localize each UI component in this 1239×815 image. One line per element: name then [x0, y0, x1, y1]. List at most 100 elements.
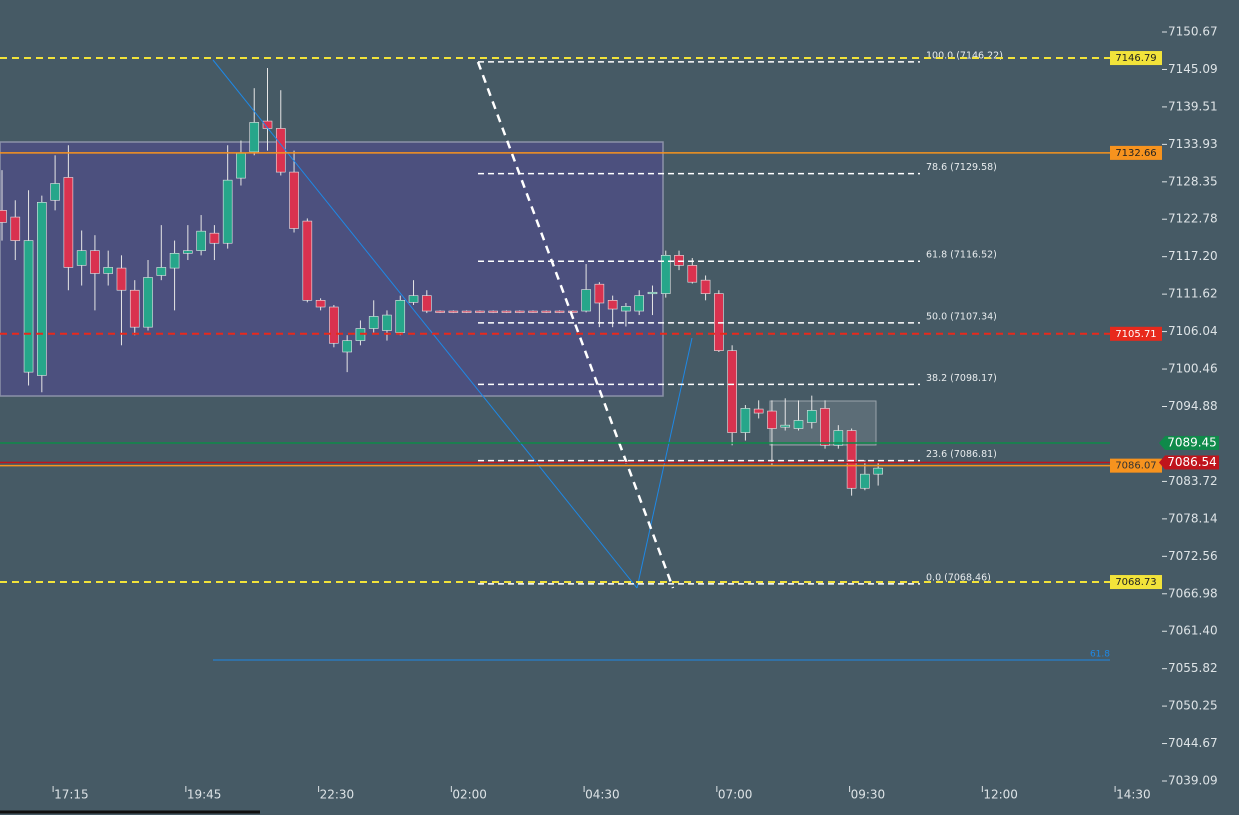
price-tag-label: 7089.45: [1167, 435, 1217, 449]
price-tag: [1110, 326, 1162, 341]
candle-body: [860, 473, 870, 489]
trend-line: [212, 59, 638, 589]
candle-body: [10, 216, 21, 241]
y-tick-label: 7128.35: [1168, 174, 1218, 188]
y-tick-label: 7145.09: [1168, 62, 1218, 76]
candle-body: [820, 408, 830, 446]
price-tag: [1110, 575, 1162, 590]
candle-body: [196, 230, 206, 251]
candle-body: [76, 250, 87, 266]
candle-body: [793, 420, 804, 429]
candle-body: [222, 179, 233, 244]
price-tag-label: 7086.54: [1167, 455, 1217, 469]
candle-body: [315, 300, 326, 308]
candle-body: [395, 300, 406, 333]
x-tick-label: 07:00: [718, 788, 753, 802]
candle-body: [581, 289, 591, 312]
fib-label: 0.0 (7068.46): [926, 572, 991, 583]
price-tag-label: 7068.73: [1115, 577, 1156, 588]
y-tick-label: 7061.40: [1168, 624, 1218, 638]
annotation: 61.8: [1090, 650, 1110, 660]
candle-body: [634, 295, 645, 312]
y-tick-label: 7133.93: [1168, 137, 1218, 151]
candle-body: [607, 300, 618, 310]
candle-body: [687, 265, 698, 283]
candle-body: [594, 283, 605, 304]
fib-label: 100.0 (7146.22): [926, 50, 1003, 61]
price-tag-label: 7105.71: [1115, 329, 1156, 340]
x-tick-label: 14:30: [1116, 788, 1151, 802]
candle-body: [156, 267, 167, 276]
candle-body: [408, 295, 419, 303]
candles: [0, 68, 883, 496]
candle-body: [116, 267, 127, 291]
price-tag: [1110, 51, 1162, 66]
fib-label: 38.2 (7098.17): [926, 373, 997, 384]
price-tag-label: 7132.66: [1115, 148, 1156, 159]
candle-body: [236, 152, 246, 179]
candle-body: [475, 310, 485, 313]
candle-body: [740, 408, 751, 433]
y-tick-label: 7122.78: [1168, 212, 1218, 226]
y-tick-label: 7044.67: [1168, 736, 1218, 750]
candle-body: [302, 220, 313, 301]
candle-body: [342, 340, 352, 353]
candle-body: [528, 310, 538, 313]
y-tick-label: 7150.67: [1168, 25, 1218, 39]
candle-body: [461, 310, 472, 313]
candle-body: [50, 183, 60, 201]
candle-body: [435, 310, 445, 313]
candle-body: [169, 253, 180, 269]
y-tick-label: 7100.46: [1168, 362, 1218, 376]
candle-body: [846, 430, 857, 489]
candle-body: [421, 295, 432, 312]
candle-body: [103, 267, 113, 274]
candle-body: [873, 467, 883, 475]
x-tick-label: 09:30: [851, 788, 886, 802]
candle-body: [727, 350, 737, 433]
candle-body: [183, 250, 193, 254]
candle-body: [767, 410, 777, 429]
candle-body: [488, 310, 498, 313]
candle-body: [289, 171, 299, 229]
y-tick-label: 7117.20: [1168, 249, 1218, 263]
price-tag-pointer: [1159, 435, 1165, 450]
price-tag-label: 7146.79: [1115, 53, 1156, 64]
y-tick-label: 7066.98: [1168, 586, 1218, 600]
y-tick-label: 7106.04: [1168, 324, 1218, 338]
candle-body: [129, 289, 140, 328]
price-tag: [1165, 455, 1219, 470]
candle-body: [209, 232, 220, 244]
candle-body: [448, 310, 459, 313]
y-tick-label: 7139.51: [1168, 99, 1218, 113]
candle-body: [647, 291, 658, 295]
candle-body: [660, 255, 671, 294]
y-tick-label: 7055.82: [1168, 661, 1218, 675]
y-tick-label: 7072.56: [1168, 549, 1218, 563]
candle-body: [568, 310, 578, 313]
candle-body: [554, 310, 565, 313]
candle-body: [382, 314, 392, 331]
candle-body: [275, 128, 286, 173]
candle-body: [90, 250, 100, 274]
y-tick-label: 7111.62: [1168, 287, 1218, 301]
candle-body: [0, 210, 7, 223]
price-tag: [1165, 435, 1219, 450]
y-tick-label: 7078.14: [1168, 511, 1218, 525]
candle-body: [37, 202, 47, 376]
candle-body: [368, 316, 379, 329]
fib-label: 50.0 (7107.34): [926, 311, 997, 322]
fib-label: 23.6 (7086.81): [926, 449, 997, 460]
x-tick-label: 12:00: [983, 788, 1018, 802]
price-tag-pointer: [1159, 455, 1165, 470]
y-tick-label: 7083.72: [1168, 474, 1218, 488]
y-tick-label: 7094.88: [1168, 399, 1218, 413]
candle-body: [63, 177, 74, 268]
candle-body: [806, 410, 817, 423]
candle-body: [249, 122, 260, 153]
fib-label: 61.8 (7116.52): [926, 250, 997, 261]
candle-body: [329, 306, 339, 344]
x-tick-label: 22:30: [320, 788, 355, 802]
